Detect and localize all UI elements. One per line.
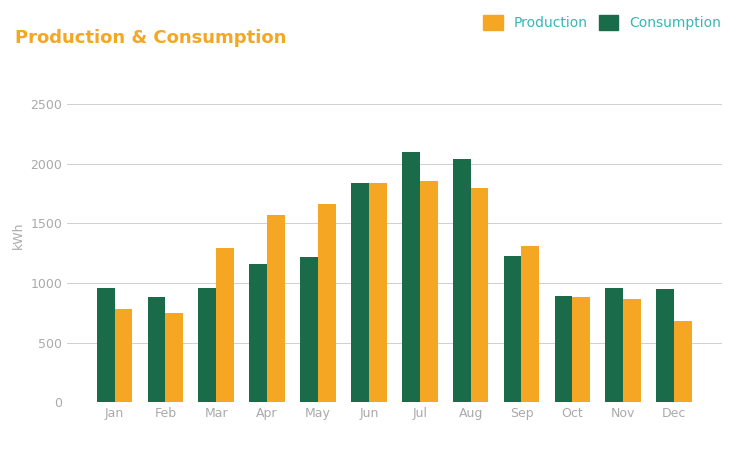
Bar — [453, 159, 471, 402]
Bar — [301, 257, 318, 402]
Bar — [318, 204, 336, 402]
Bar — [217, 249, 234, 402]
Bar — [420, 181, 437, 402]
Bar — [471, 188, 488, 402]
Bar — [115, 309, 132, 402]
Bar — [623, 298, 641, 402]
Bar — [522, 246, 539, 402]
Bar — [606, 288, 623, 402]
Bar — [147, 298, 165, 402]
Bar — [369, 183, 387, 402]
Bar — [504, 255, 522, 402]
Bar — [267, 215, 285, 402]
Bar — [674, 321, 692, 402]
Bar — [402, 152, 420, 402]
Bar — [199, 288, 217, 402]
Bar — [351, 183, 369, 402]
Legend: Production, Consumption: Production, Consumption — [483, 16, 721, 30]
Bar — [97, 288, 115, 402]
Bar — [165, 313, 183, 402]
Y-axis label: kWh: kWh — [12, 222, 25, 249]
Bar — [554, 296, 572, 402]
Bar — [572, 298, 590, 402]
Bar — [656, 289, 674, 402]
Bar — [249, 264, 267, 402]
Text: Production & Consumption: Production & Consumption — [15, 28, 286, 47]
